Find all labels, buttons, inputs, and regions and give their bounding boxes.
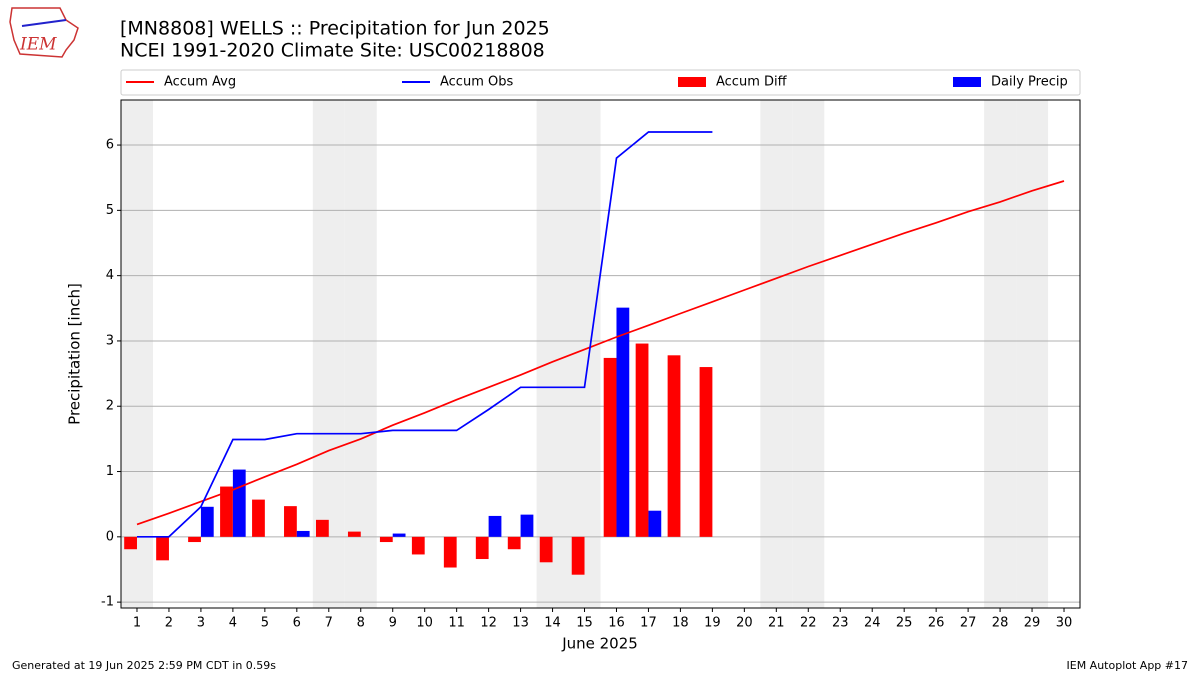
- x-tick-label: 11: [448, 616, 465, 631]
- x-tick-label: 29: [1024, 616, 1041, 631]
- x-tick-label: 12: [480, 616, 497, 631]
- bar: [635, 343, 649, 537]
- x-tick-label: 10: [416, 616, 433, 631]
- x-tick-label: 8: [357, 616, 365, 631]
- bar: [507, 536, 521, 550]
- y-axis-label: Precipitation [inch]: [66, 283, 84, 425]
- x-tick-label: 6: [293, 616, 301, 631]
- x-tick-label: 1: [133, 616, 141, 631]
- x-tick-label: 17: [640, 616, 657, 631]
- x-tick-label: 28: [992, 616, 1009, 631]
- legend-label: Accum Diff: [716, 75, 788, 90]
- y-tick-label: 0: [106, 529, 114, 544]
- bar: [188, 536, 201, 543]
- bar: [539, 536, 553, 563]
- x-tick-label: 13: [512, 616, 529, 631]
- bar: [392, 533, 406, 537]
- bar: [284, 506, 297, 537]
- bar: [296, 530, 310, 537]
- x-tick-label: 25: [896, 616, 913, 631]
- bar: [411, 536, 425, 555]
- y-tick-label: 6: [106, 138, 114, 153]
- bar: [252, 499, 265, 537]
- weekend-shade: [121, 100, 153, 608]
- x-tick-label: 18: [672, 616, 689, 631]
- legend-swatch: [953, 77, 981, 87]
- bar: [200, 506, 214, 537]
- bar: [156, 536, 169, 561]
- logo: IEM: [9, 7, 79, 58]
- x-tick-label: 26: [928, 616, 945, 631]
- x-tick-label: 5: [261, 616, 269, 631]
- bar: [648, 510, 662, 537]
- legend-box: [120, 69, 1081, 96]
- x-tick-label: 7: [325, 616, 333, 631]
- x-tick-label: 4: [229, 616, 237, 631]
- y-tick-label: 4: [106, 268, 114, 283]
- bar: [571, 536, 585, 575]
- bar: [220, 486, 233, 537]
- bar: [520, 514, 534, 537]
- chart-title: [MN8808] WELLS :: Precipitation for Jun …: [120, 18, 550, 40]
- x-tick-label: 16: [608, 616, 625, 631]
- bar: [488, 515, 502, 537]
- legend-label: Accum Obs: [440, 75, 513, 90]
- bar: [347, 531, 361, 537]
- bar: [124, 536, 137, 550]
- x-tick-label: 24: [864, 616, 881, 631]
- x-tick-label: 19: [704, 616, 721, 631]
- bar: [443, 536, 457, 568]
- bar: [699, 367, 713, 537]
- x-tick-label: 23: [832, 616, 849, 631]
- logo-line: [21, 19, 67, 27]
- x-tick-label: 20: [736, 616, 753, 631]
- legend-swatch: [678, 77, 706, 87]
- weekend-shade: [1016, 100, 1049, 608]
- y-tick-label: -1: [101, 595, 114, 610]
- x-axis-label: June 2025: [561, 635, 638, 653]
- y-tick-label: 5: [106, 203, 114, 218]
- x-tick-label: 30: [1056, 616, 1073, 631]
- y-tick-label: 3: [106, 333, 114, 348]
- footer-right: IEM Autoplot App #17: [1067, 659, 1189, 672]
- x-tick-label: 3: [197, 616, 205, 631]
- weekend-shade: [536, 100, 569, 608]
- x-tick-label: 21: [768, 616, 785, 631]
- weekend-shade: [792, 100, 825, 608]
- x-tick-label: 2: [165, 616, 173, 631]
- bar: [616, 307, 630, 537]
- weekend-shade: [984, 100, 1017, 608]
- bar: [667, 355, 681, 537]
- chart-subtitle: NCEI 1991-2020 Climate Site: USC00218808: [120, 40, 545, 62]
- y-tick-label: 1: [106, 464, 114, 479]
- line: [136, 180, 1065, 526]
- x-tick-label: 9: [389, 616, 397, 631]
- bar: [232, 469, 246, 537]
- legend-label: Daily Precip: [991, 75, 1068, 90]
- legend-label: Accum Avg: [164, 75, 236, 90]
- weekend-shade: [760, 100, 793, 608]
- bar: [603, 357, 617, 537]
- logo-text: IEM: [19, 35, 57, 55]
- bar: [475, 536, 489, 560]
- bar: [315, 519, 329, 537]
- y-tick-label: 2: [106, 399, 114, 414]
- line: [137, 131, 713, 538]
- bar: [379, 536, 393, 543]
- x-tick-label: 14: [544, 616, 561, 631]
- footer-left: Generated at 19 Jun 2025 2:59 PM CDT in …: [12, 659, 276, 672]
- x-tick-label: 15: [576, 616, 593, 631]
- plot-frame: [120, 99, 1081, 609]
- x-tick-label: 22: [800, 616, 817, 631]
- weekend-shade: [344, 100, 377, 608]
- x-tick-label: 27: [960, 616, 977, 631]
